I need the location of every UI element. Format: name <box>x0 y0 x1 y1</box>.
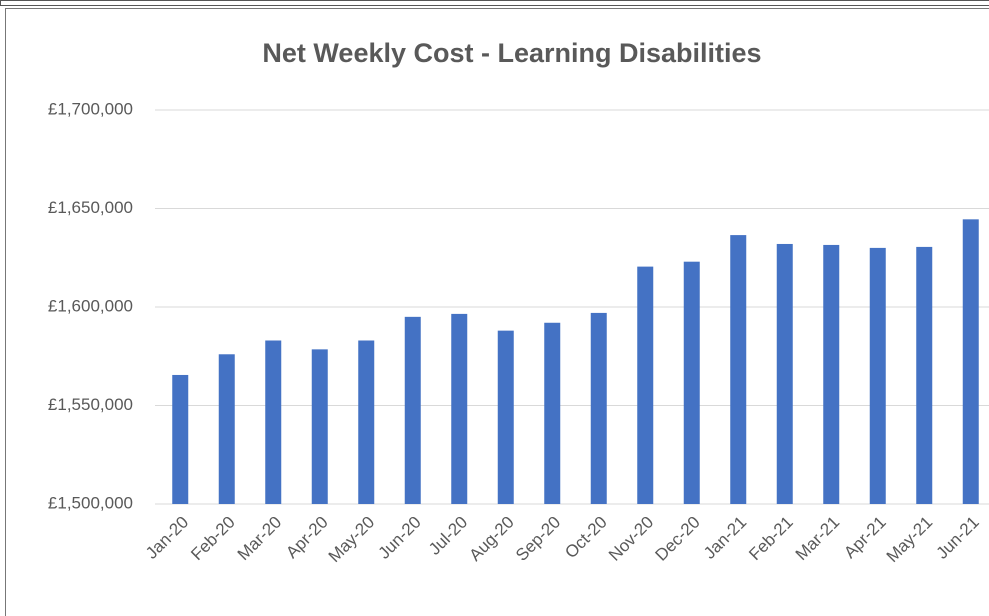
chart-title: Net Weekly Cost - Learning Disabilities <box>262 38 761 68</box>
bar <box>776 243 793 504</box>
bar <box>404 316 421 504</box>
bar <box>311 349 328 504</box>
y-tick-label: £1,700,000 <box>48 99 133 118</box>
bar <box>637 266 654 504</box>
bar <box>358 340 375 504</box>
bar <box>590 312 607 504</box>
bar <box>218 354 235 504</box>
y-tick-label: £1,650,000 <box>48 198 133 217</box>
bar <box>451 313 468 504</box>
y-tick-label: £1,550,000 <box>48 395 133 414</box>
bar <box>265 340 282 504</box>
bar <box>730 235 747 504</box>
bar <box>544 322 561 504</box>
y-tick-label: £1,600,000 <box>48 296 133 315</box>
bar <box>916 246 933 505</box>
bar <box>683 261 700 504</box>
bar <box>497 330 514 504</box>
bar <box>962 219 979 504</box>
frame-top <box>0 0 989 6</box>
bar <box>172 374 189 504</box>
bar <box>869 247 886 504</box>
bar <box>823 244 840 504</box>
y-tick-label: £1,500,000 <box>48 493 133 512</box>
